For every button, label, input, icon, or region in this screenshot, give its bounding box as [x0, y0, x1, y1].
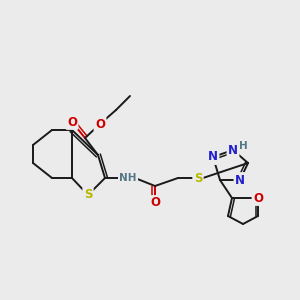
Text: N: N [228, 143, 238, 157]
Text: S: S [84, 188, 92, 202]
Text: N: N [235, 173, 245, 187]
Text: O: O [67, 116, 77, 128]
Text: S: S [194, 172, 202, 184]
Text: O: O [95, 118, 105, 130]
Text: O: O [253, 191, 263, 205]
Text: N: N [208, 151, 218, 164]
Text: H: H [238, 141, 247, 151]
Text: O: O [150, 196, 160, 209]
Text: NH: NH [119, 173, 137, 183]
